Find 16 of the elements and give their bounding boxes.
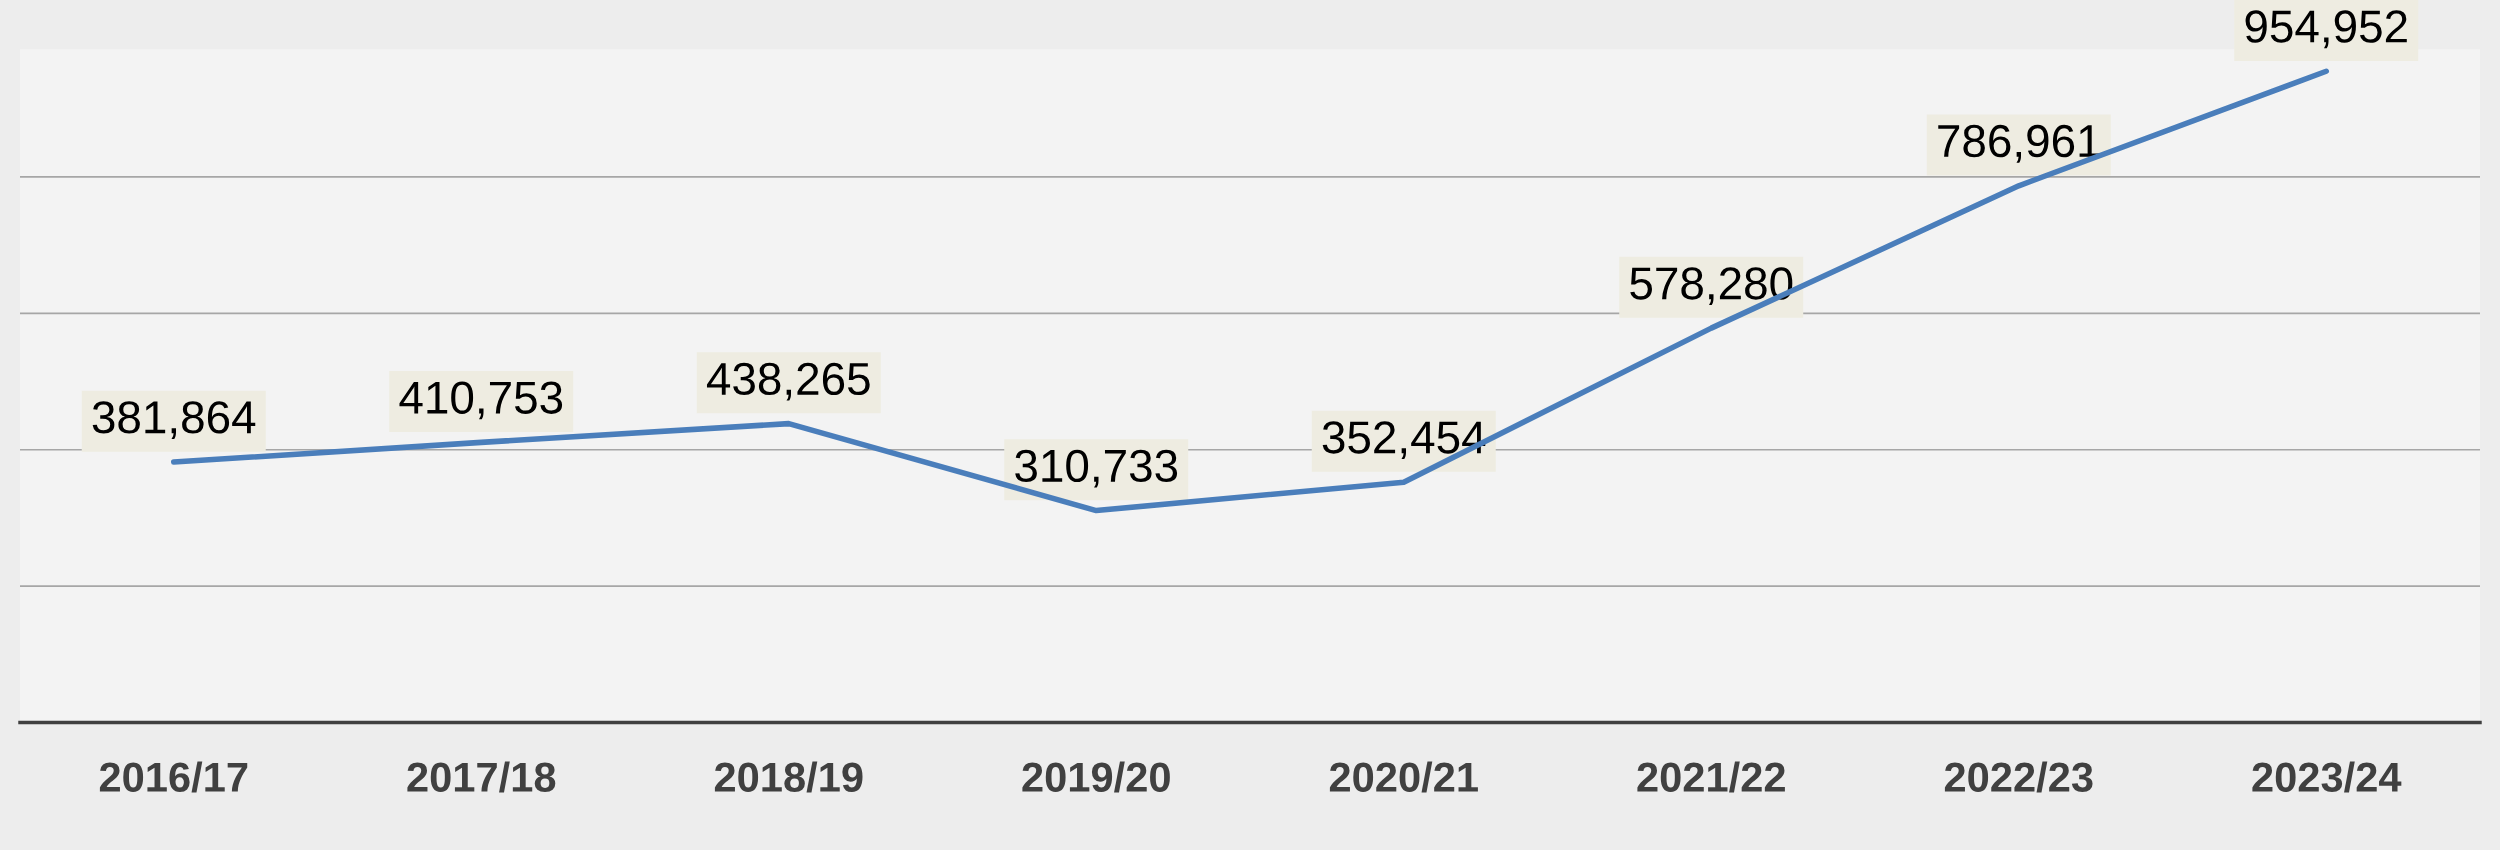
- data-label: 786,961: [1938, 124, 2100, 163]
- x-tick-label: 2022/23: [1944, 761, 2093, 793]
- data-label: 381,864: [92, 401, 256, 439]
- x-tick-label: 2018/19: [714, 761, 863, 793]
- x-tick-label: 2021/22: [1637, 761, 1785, 793]
- data-label: 578,280: [1630, 267, 1793, 306]
- data-label: 954,952: [2245, 10, 2407, 49]
- x-tick-label: 2023/24: [2252, 761, 2402, 793]
- data-label: 438,265: [706, 362, 870, 401]
- x-tick-label: 2020/21: [1329, 761, 1478, 793]
- data-label: 410,753: [399, 381, 563, 420]
- data-label: 310,733: [1015, 449, 1178, 488]
- data-label: 352,454: [1322, 421, 1486, 460]
- x-tick-label: 2017/18: [407, 761, 556, 793]
- x-tick-label: 2019/20: [1022, 761, 1170, 793]
- x-tick-label: 2016/17: [99, 761, 248, 793]
